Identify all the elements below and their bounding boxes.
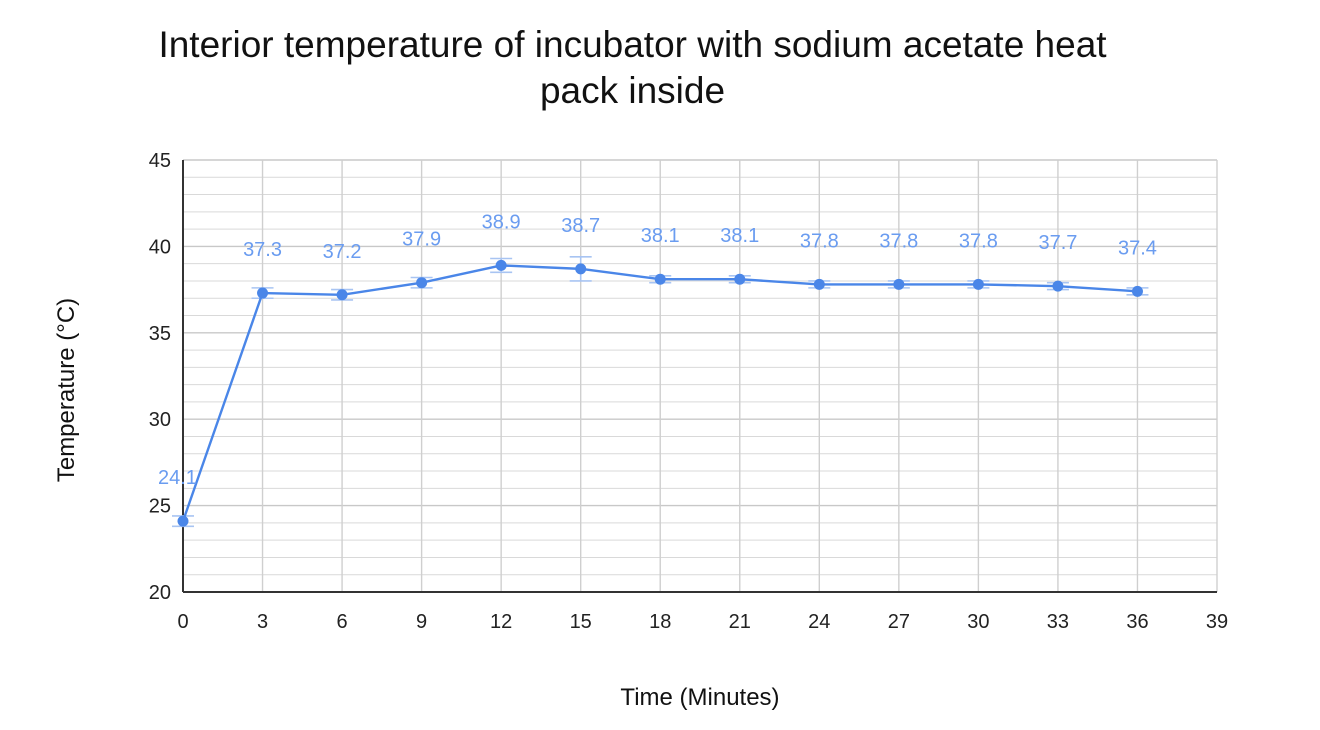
x-tick-label: 27 [888,611,910,633]
data-point [654,273,666,285]
x-tick-label: 9 [416,611,427,633]
data-point [1052,280,1064,292]
x-axis-title: Time (Minutes) [620,684,779,711]
x-tick-label: 39 [1206,611,1228,633]
data-label: 37.9 [402,229,441,251]
x-tick-label: 15 [570,611,592,633]
x-tick-label: 3 [257,611,268,633]
data-point [893,278,905,290]
data-point [416,277,428,289]
x-tick-label: 12 [490,611,512,633]
data-label: 37.8 [800,230,839,252]
data-label: 24.1 [158,467,197,489]
data-point [1131,285,1143,297]
x-tick-label: 0 [177,611,188,633]
data-point [495,259,507,271]
grid-lines [182,159,1218,593]
data-label: 38.9 [482,211,521,233]
chart-title-line-1: Interior temperature of incubator with s… [158,24,1107,65]
x-tick-label: 30 [967,611,989,633]
data-point [972,278,984,290]
x-tick-label: 18 [649,611,671,633]
x-tick-label: 36 [1126,611,1148,633]
y-tick-label: 25 [149,496,171,518]
chart-title: Interior temperature of incubator with s… [0,22,1265,114]
x-tick-label: 21 [729,611,751,633]
data-label: 37.8 [879,230,918,252]
data-point [575,263,587,275]
data-label: 38.7 [561,215,600,237]
x-tick-label: 24 [808,611,830,633]
y-axis-title: Temperature (°C) [53,298,80,482]
data-label: 37.8 [959,230,998,252]
x-tick-label: 6 [337,611,348,633]
chart-title-line-2: pack inside [539,70,726,111]
data-label: 37.3 [243,239,282,261]
x-tick-label: 33 [1047,611,1069,633]
y-tick-label: 40 [149,236,171,258]
data-point [336,289,348,301]
data-label: 38.1 [641,225,680,247]
data-point [177,515,189,527]
data-label: 37.4 [1118,237,1157,259]
data-label: 37.7 [1038,232,1077,254]
series-line-layer [177,259,1143,527]
y-tick-label: 30 [149,409,171,431]
y-tick-label: 20 [149,582,171,604]
data-point [257,287,269,299]
data-labels: 24.1 37.3 37.2 37.9 38.9 38.7 38.1 38.1 37.8 37.8… [158,211,1157,489]
data-label: 37.2 [323,241,362,263]
data-point [734,273,746,285]
y-tick-label: 35 [149,323,171,345]
data-point [813,278,825,290]
data-label: 38.1 [720,225,759,247]
y-tick-label: 45 [149,150,171,172]
